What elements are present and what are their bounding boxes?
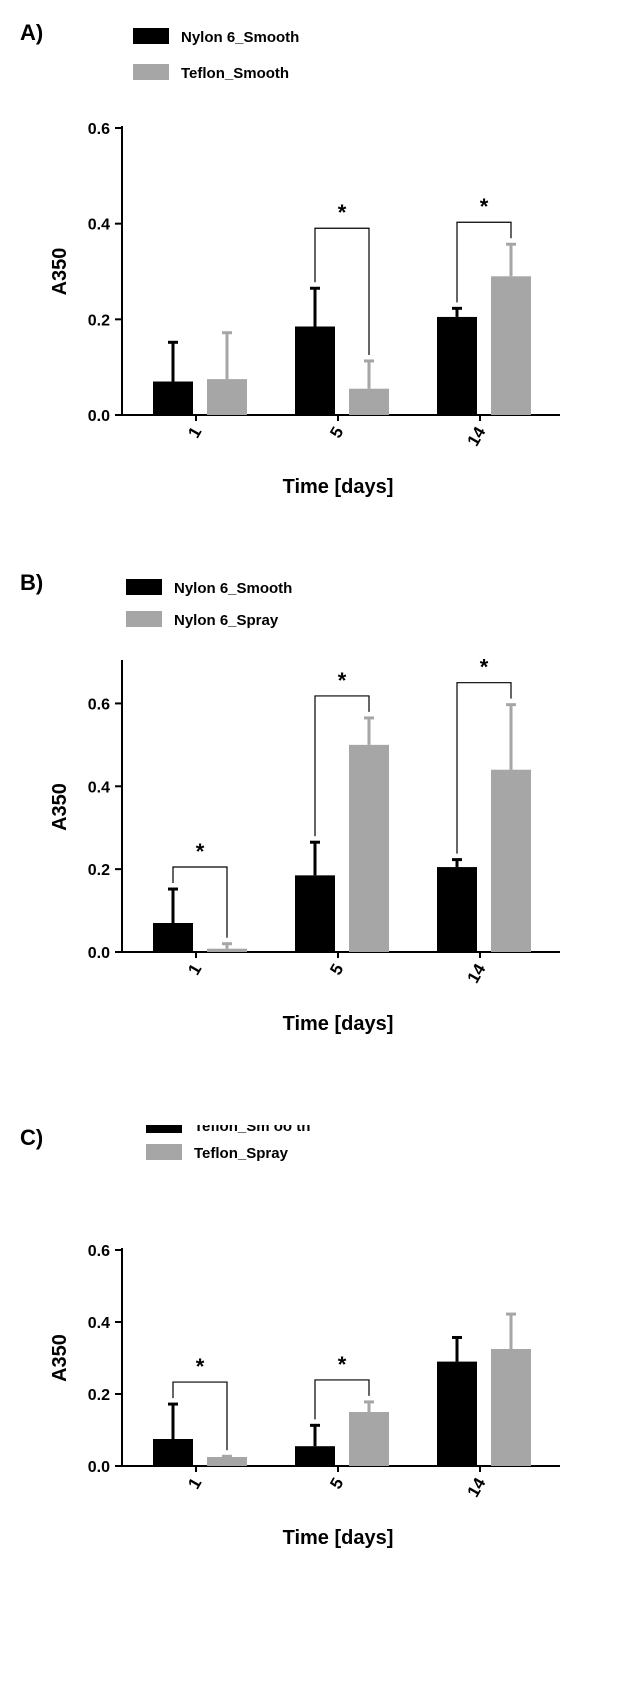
bar: [491, 276, 531, 415]
panel-label: A): [20, 20, 44, 45]
x-tick-label: 5: [326, 1475, 347, 1493]
legend-swatch: [133, 64, 169, 80]
legend-swatch: [146, 1144, 182, 1160]
legend-label: Teflon_Smooth: [181, 65, 289, 82]
chart-panel-b: B) Nylon 6_Smooth Nylon 6_Spray 0.0 0.2 0.4 0…: [0, 570, 617, 1130]
bar: [349, 744, 389, 952]
significance-bracket: [456, 221, 512, 303]
bar: [349, 388, 389, 415]
bar: [295, 1446, 335, 1466]
legend-swatch: [126, 579, 162, 595]
legend-swatch: [126, 611, 162, 627]
x-tick-label: 5: [326, 961, 347, 979]
bar: [153, 923, 193, 952]
bar: [437, 1361, 477, 1466]
legend-label: Nylon 6_Spray: [174, 612, 279, 629]
x-axis-label: Time [days]: [283, 1013, 394, 1035]
significance-bracket: [172, 866, 228, 938]
y-axis-label: A350: [49, 248, 71, 296]
y-tick-label: 0.2: [88, 1387, 110, 1404]
bar: [437, 867, 477, 952]
y-tick-label: 0.4: [88, 779, 110, 796]
panel-label: B): [20, 570, 44, 595]
x-tick-label: 5: [326, 424, 347, 442]
x-axis-label: Time [days]: [283, 476, 394, 498]
significance-star: *: [338, 1352, 347, 1377]
x-axis-label: Time [days]: [283, 1527, 394, 1549]
bar-chart: Teflon_Sm oo th Teflon_Spray 0.0 0.2 0.4 0.6 A…: [49, 1125, 560, 1549]
y-tick-label: 0.6: [88, 696, 110, 713]
legend-label: Nylon 6_Smooth: [181, 29, 299, 46]
legend-swatch: [133, 28, 169, 44]
x-tick-label: 14: [464, 960, 490, 986]
y-axis-label: A350: [49, 783, 71, 831]
legend-swatch: [146, 1125, 182, 1133]
significance-star: *: [196, 839, 205, 864]
bar: [295, 875, 335, 952]
x-tick-label: 14: [464, 1474, 490, 1500]
chart-panel-a: A) Nylon 6_Smooth Teflon_Smooth 0.0 0.2 0.4 0…: [0, 0, 617, 560]
significance-star: *: [480, 655, 489, 680]
significance-star: *: [338, 668, 347, 693]
y-tick-label: 0.0: [88, 945, 110, 962]
bar: [491, 769, 531, 952]
bar-chart: Nylon 6_Smooth Nylon 6_Spray 0.0 0.2 0.4 0.6 A…: [49, 579, 560, 1035]
x-tick-label: 14: [464, 423, 490, 449]
bar: [207, 1457, 247, 1466]
bar: [153, 1439, 193, 1466]
significance-bracket: [172, 1381, 228, 1451]
bar: [295, 326, 335, 415]
y-tick-label: 0.4: [88, 1315, 110, 1332]
x-tick-label: 1: [184, 961, 205, 979]
legend-label: Teflon_Sm oo th: [194, 1125, 310, 1135]
y-tick-label: 0.2: [88, 312, 110, 329]
y-tick-label: 0.6: [88, 121, 110, 138]
bar: [349, 1412, 389, 1466]
significance-star: *: [480, 194, 489, 219]
bar: [207, 948, 247, 952]
significance-bracket: [314, 1379, 370, 1420]
chart-panel-c: C) Teflon_Sm oo th Teflon_Spray 0.0 0.2 0.4 0…: [0, 1125, 617, 1685]
y-tick-label: 0.6: [88, 1243, 110, 1260]
significance-bracket: [314, 227, 370, 355]
x-tick-label: 1: [184, 1475, 205, 1493]
bar-chart: Nylon 6_Smooth Teflon_Smooth 0.0 0.2 0.4 0.6 A…: [49, 28, 560, 498]
significance-bracket: [314, 695, 370, 837]
y-axis-label: A350: [49, 1334, 71, 1382]
y-tick-label: 0.2: [88, 862, 110, 879]
significance-star: *: [338, 200, 347, 225]
x-tick-label: 1: [184, 424, 205, 442]
bar: [207, 379, 247, 415]
bar: [491, 1349, 531, 1466]
significance-star: *: [196, 1354, 205, 1379]
bar: [437, 316, 477, 415]
legend-label: Nylon 6_Smooth: [174, 580, 292, 597]
y-tick-label: 0.0: [88, 1459, 110, 1476]
significance-bracket: [456, 682, 512, 854]
panel-label: C): [20, 1125, 44, 1150]
y-tick-label: 0.0: [88, 408, 110, 425]
legend-label: Teflon_Spray: [194, 1145, 289, 1162]
y-tick-label: 0.4: [88, 217, 110, 234]
bar: [153, 381, 193, 415]
